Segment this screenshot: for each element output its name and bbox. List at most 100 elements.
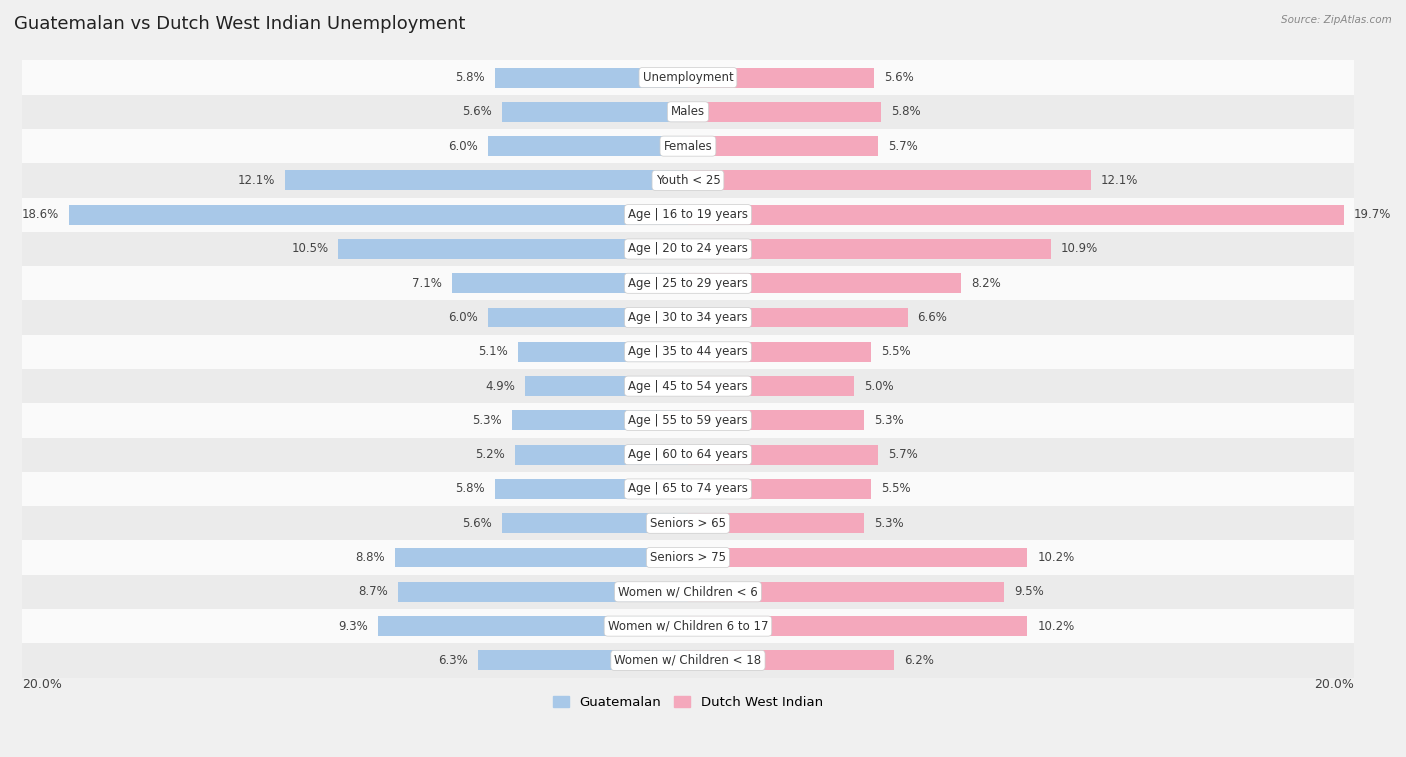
Bar — [22, 506, 1354, 540]
Text: 5.8%: 5.8% — [456, 71, 485, 84]
Bar — [22, 198, 1354, 232]
Text: Seniors > 75: Seniors > 75 — [650, 551, 725, 564]
Text: 5.7%: 5.7% — [887, 448, 917, 461]
Bar — [22, 438, 1354, 472]
Bar — [488, 136, 688, 156]
Bar — [688, 444, 877, 465]
Bar — [22, 95, 1354, 129]
Bar — [22, 266, 1354, 301]
Bar — [688, 616, 1028, 636]
Bar — [478, 650, 688, 670]
Bar — [688, 513, 865, 533]
Text: 8.8%: 8.8% — [356, 551, 385, 564]
Text: 12.1%: 12.1% — [1101, 174, 1137, 187]
Text: 5.1%: 5.1% — [478, 345, 508, 358]
Bar — [22, 301, 1354, 335]
Text: 5.6%: 5.6% — [461, 105, 492, 118]
Text: 5.8%: 5.8% — [891, 105, 921, 118]
Bar — [688, 582, 1004, 602]
Bar — [339, 239, 688, 259]
Text: 5.2%: 5.2% — [475, 448, 505, 461]
Text: Females: Females — [664, 139, 713, 153]
Text: 5.7%: 5.7% — [887, 139, 917, 153]
Bar — [524, 376, 688, 396]
Bar — [22, 403, 1354, 438]
Text: 4.9%: 4.9% — [485, 379, 515, 393]
Bar — [488, 307, 688, 328]
Bar — [22, 575, 1354, 609]
Bar — [688, 376, 855, 396]
Bar — [688, 650, 894, 670]
Text: 6.3%: 6.3% — [439, 654, 468, 667]
Text: Women w/ Children 6 to 17: Women w/ Children 6 to 17 — [607, 619, 768, 633]
Bar — [22, 540, 1354, 575]
Text: 6.0%: 6.0% — [449, 311, 478, 324]
Text: Women w/ Children < 6: Women w/ Children < 6 — [619, 585, 758, 598]
Text: 5.6%: 5.6% — [884, 71, 914, 84]
Bar — [688, 273, 960, 293]
Bar — [22, 61, 1354, 95]
Text: Age | 60 to 64 years: Age | 60 to 64 years — [628, 448, 748, 461]
Text: 5.8%: 5.8% — [456, 482, 485, 496]
Text: Seniors > 65: Seniors > 65 — [650, 517, 725, 530]
Bar — [22, 643, 1354, 678]
Bar — [688, 479, 870, 499]
Text: 5.5%: 5.5% — [882, 345, 911, 358]
Bar — [22, 335, 1354, 369]
Text: 9.3%: 9.3% — [339, 619, 368, 633]
Text: 20.0%: 20.0% — [1313, 678, 1354, 690]
Text: 6.2%: 6.2% — [904, 654, 934, 667]
Bar — [395, 547, 688, 568]
Bar — [515, 444, 688, 465]
Text: Age | 20 to 24 years: Age | 20 to 24 years — [628, 242, 748, 255]
Bar — [688, 136, 877, 156]
Text: Unemployment: Unemployment — [643, 71, 734, 84]
Bar — [398, 582, 688, 602]
Bar — [502, 513, 688, 533]
Text: 5.0%: 5.0% — [865, 379, 894, 393]
Bar — [285, 170, 688, 190]
Bar — [688, 307, 908, 328]
Text: 8.7%: 8.7% — [359, 585, 388, 598]
Text: Women w/ Children < 18: Women w/ Children < 18 — [614, 654, 762, 667]
Text: Age | 16 to 19 years: Age | 16 to 19 years — [628, 208, 748, 221]
Bar — [22, 369, 1354, 403]
Text: 6.0%: 6.0% — [449, 139, 478, 153]
Text: Age | 45 to 54 years: Age | 45 to 54 years — [628, 379, 748, 393]
Bar — [22, 164, 1354, 198]
Text: 10.2%: 10.2% — [1038, 619, 1074, 633]
Bar — [378, 616, 688, 636]
Text: Source: ZipAtlas.com: Source: ZipAtlas.com — [1281, 15, 1392, 25]
Text: Youth < 25: Youth < 25 — [655, 174, 720, 187]
Bar — [519, 342, 688, 362]
Text: 5.3%: 5.3% — [875, 414, 904, 427]
Bar — [69, 204, 688, 225]
Text: 6.6%: 6.6% — [918, 311, 948, 324]
Text: 5.5%: 5.5% — [882, 482, 911, 496]
Bar — [688, 170, 1091, 190]
Text: Age | 55 to 59 years: Age | 55 to 59 years — [628, 414, 748, 427]
Text: 12.1%: 12.1% — [238, 174, 276, 187]
Text: 20.0%: 20.0% — [22, 678, 62, 690]
Bar — [22, 129, 1354, 164]
Bar — [502, 102, 688, 122]
Text: Age | 25 to 29 years: Age | 25 to 29 years — [628, 277, 748, 290]
Text: Age | 35 to 44 years: Age | 35 to 44 years — [628, 345, 748, 358]
Bar — [451, 273, 688, 293]
Text: 5.3%: 5.3% — [875, 517, 904, 530]
Bar — [688, 410, 865, 430]
Text: Age | 30 to 34 years: Age | 30 to 34 years — [628, 311, 748, 324]
Text: 9.5%: 9.5% — [1014, 585, 1043, 598]
Bar — [495, 479, 688, 499]
Bar — [688, 204, 1344, 225]
Text: 10.9%: 10.9% — [1060, 242, 1098, 255]
Bar — [22, 232, 1354, 266]
Text: Males: Males — [671, 105, 704, 118]
Bar — [688, 102, 882, 122]
Text: 5.6%: 5.6% — [461, 517, 492, 530]
Text: Age | 65 to 74 years: Age | 65 to 74 years — [628, 482, 748, 496]
Bar — [22, 609, 1354, 643]
Text: 5.3%: 5.3% — [472, 414, 502, 427]
Bar — [688, 547, 1028, 568]
Bar — [688, 67, 875, 88]
